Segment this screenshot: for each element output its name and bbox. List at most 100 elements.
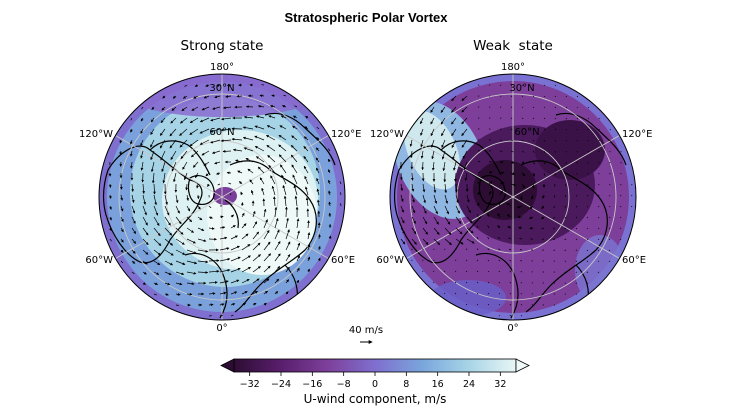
- wind-vector: [211, 150, 221, 154]
- wind-vector: [543, 106, 546, 109]
- wind-vector: [230, 245, 240, 251]
- wind-vector: [263, 229, 270, 240]
- wind-vector: [506, 214, 512, 218]
- wind-vector: [162, 95, 166, 99]
- wind-vector: [197, 249, 209, 253]
- wind-vector: [509, 282, 512, 284]
- wind-vector: [142, 205, 147, 216]
- wind-vector: [587, 106, 589, 109]
- wind-vector: [230, 303, 236, 306]
- wind-vector: [586, 249, 589, 251]
- wind-vector: [222, 106, 232, 110]
- wind-vector: [521, 95, 524, 97]
- wind-vector: [160, 150, 166, 161]
- wind-vector: [268, 164, 276, 174]
- wind-vector: [142, 194, 147, 205]
- wind-vector: [476, 248, 479, 251]
- wind-vector: [130, 117, 133, 121]
- wind-vector: [565, 95, 568, 98]
- wind-vector: [553, 238, 556, 241]
- wind-vector: [169, 139, 177, 149]
- wind-vector: [400, 227, 405, 234]
- wind-vector: [212, 106, 221, 110]
- wind-vector: [142, 271, 147, 275]
- wind-vector: [586, 216, 589, 219]
- wind-vector: [252, 266, 261, 273]
- panel-title: Strong state: [181, 38, 264, 54]
- wind-vector: [140, 117, 144, 122]
- wind-vector: [564, 238, 567, 241]
- wind-vector: [521, 84, 524, 86]
- lat-label-30n: 30°N: [509, 83, 534, 94]
- wind-vector: [230, 214, 235, 218]
- wind-vector: [186, 238, 196, 244]
- wind-vector: [487, 304, 490, 306]
- wind-vector: [290, 154, 298, 163]
- wind-vector: [161, 106, 166, 111]
- wind-vector: [214, 161, 221, 165]
- wind-vector: [444, 183, 448, 194]
- colorbar-tick-label: −8: [337, 379, 351, 390]
- wind-vector: [231, 137, 243, 141]
- wind-vector: [153, 271, 160, 275]
- wind-vector: [442, 161, 446, 172]
- wind-vector: [507, 226, 512, 229]
- colorbar-tick-label: 24: [463, 379, 475, 390]
- wind-vector: [576, 194, 578, 197]
- wind-vector: [400, 183, 404, 192]
- wind-vector: [433, 205, 438, 215]
- wind-vector: [285, 229, 290, 240]
- lon-label-60e: 60°E: [331, 255, 355, 266]
- wind-vector: [564, 216, 567, 219]
- wind-vector: [317, 245, 321, 251]
- wind-vector: [175, 194, 179, 204]
- wind-vector: [292, 174, 298, 185]
- wind-vector: [199, 117, 210, 123]
- wind-vector: [444, 194, 449, 204]
- wind-vector: [164, 227, 173, 236]
- wind-vector: [532, 106, 535, 108]
- wind-vector: [270, 175, 276, 185]
- wind-vector: [532, 150, 535, 153]
- wind-vector: [430, 117, 435, 125]
- wind-vector: [307, 268, 310, 273]
- wind-vector: [130, 161, 133, 169]
- lon-label-60e: 60°E: [622, 255, 646, 266]
- wind-vector: [554, 128, 557, 131]
- wind-vector: [271, 185, 276, 196]
- wind-vector: [153, 249, 162, 256]
- wind-vector: [160, 128, 166, 136]
- lat-label-60n: 60°N: [514, 127, 539, 138]
- wind-vector: [399, 172, 403, 181]
- wind-vector: [609, 216, 611, 219]
- wind-vector: [140, 139, 144, 147]
- wind-vector: [421, 161, 425, 171]
- wind-vector: [440, 106, 446, 113]
- wind-vector: [543, 150, 546, 153]
- lon-label-60w: 60°W: [85, 255, 113, 266]
- wind-vector: [543, 128, 546, 131]
- wind-vector: [219, 236, 228, 240]
- wind-vector: [433, 194, 438, 204]
- wind-vector: [203, 95, 210, 99]
- wind-vector: [186, 216, 193, 223]
- wind-vector: [420, 117, 424, 125]
- wind-vector: [274, 291, 279, 295]
- wind-vector: [553, 194, 556, 198]
- wind-vector: [131, 205, 136, 214]
- wind-vector: [266, 145, 276, 152]
- wind-vector: [619, 227, 622, 230]
- reference-vector-label: 40 m/s: [349, 325, 383, 336]
- wind-vector: [241, 212, 245, 218]
- wind-vector: [150, 150, 155, 161]
- wind-vector: [454, 172, 457, 182]
- wind-vector: [441, 150, 446, 160]
- wind-vector: [216, 84, 221, 87]
- wind-vector: [541, 227, 545, 230]
- wind-vector: [282, 184, 287, 196]
- wind-vector: [153, 260, 161, 266]
- wind-vector: [175, 249, 186, 255]
- wind-vector: [631, 205, 633, 208]
- panel-strong-state: Strong state: [79, 38, 361, 334]
- lat-label-60n: 60°N: [209, 127, 234, 138]
